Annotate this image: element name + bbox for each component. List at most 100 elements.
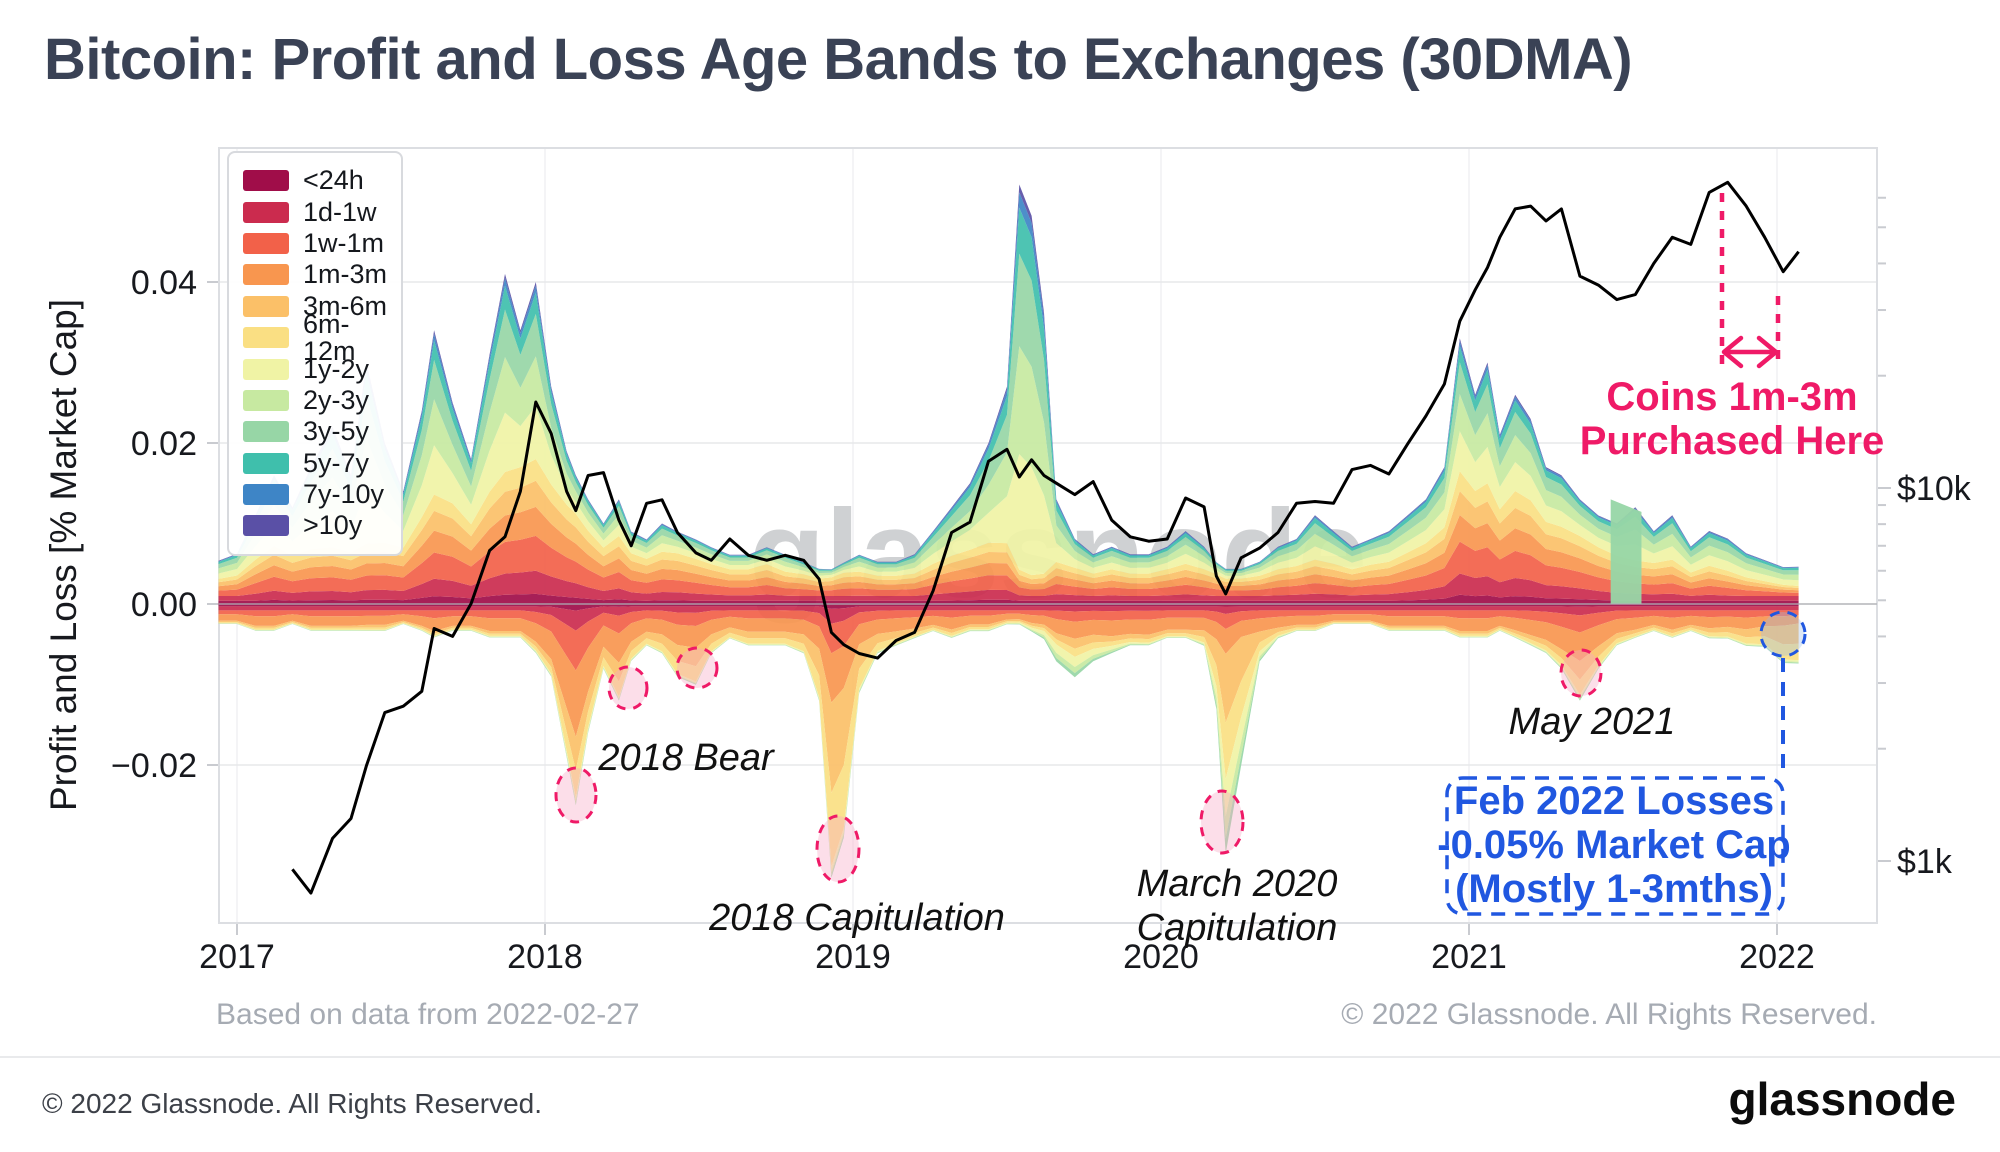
- highlight-circle-2018-dip3: [675, 646, 719, 690]
- area-band-gt10y-profit: [218, 184, 1799, 570]
- area-green-patch-2021: [1610, 499, 1642, 604]
- feb-2022-line3: (Mostly 1-3mths): [1455, 867, 1773, 911]
- area-band-7y-10y-profit: [218, 192, 1799, 570]
- legend-label: 3y-5y: [303, 416, 370, 447]
- feb-2022-line2: -0.05% Market Cap: [1437, 823, 1790, 867]
- plot-border: [218, 147, 1878, 924]
- label-march-2020-line1: March 2020: [1137, 863, 1338, 905]
- legend-label: <24h: [303, 165, 364, 196]
- legend-label: 5y-7y: [303, 447, 370, 478]
- area-band-3m-6m-loss: [218, 619, 1799, 793]
- x-tick-label: 2021: [1431, 938, 1507, 976]
- area-band-3y-5y-profit: [218, 253, 1799, 575]
- x-tick-label: 2017: [199, 938, 275, 976]
- legend-label: 2y-3y: [303, 384, 370, 415]
- highlight-circle-2018-capitulation: [815, 814, 861, 884]
- price-tick-label: $1k: [1897, 843, 1953, 881]
- legend-item-4: 3m-6m: [243, 291, 401, 322]
- page-title: Bitcoin: Profit and Loss Age Bands to Ex…: [44, 27, 1633, 92]
- highlight-circle-feb-2022: [1759, 610, 1807, 658]
- y-tick-label: −0.02: [111, 747, 197, 785]
- area-band-6m-12m-loss: [218, 621, 1799, 867]
- btc-price-line: [291, 180, 1800, 895]
- legend-swatch-icon: [243, 358, 289, 380]
- based-on-note: Based on data from 2022-02-27: [216, 998, 640, 1031]
- label-may-2021: May 2021: [1509, 701, 1676, 743]
- area-band-1m-3m-profit: [218, 506, 1799, 593]
- double-arrow-icon: [1721, 335, 1779, 369]
- label-2018-capitulation: 2018 Capitulation: [708, 897, 1005, 939]
- feb-2022-line1: Feb 2022 Losses: [1454, 779, 1774, 823]
- plot-copyright: © 2022 Glassnode. All Rights Reserved.: [1341, 998, 1877, 1031]
- area-band-lt24h-profit: [218, 593, 1799, 604]
- area-band-2y-3y-profit: [218, 346, 1799, 581]
- area-band-lt24h-loss: [218, 604, 1799, 611]
- highlight-circle-2018-dip2: [607, 665, 649, 711]
- area-band-3m-6m-profit: [218, 480, 1799, 591]
- price-tick-label: $10k: [1897, 470, 1972, 508]
- coins-line2: Purchased Here: [1580, 419, 1885, 463]
- coins-line1: Coins 1m-3m: [1606, 375, 1857, 419]
- x-tick-label: 2022: [1739, 938, 1815, 976]
- legend-item-1: 1d-1w: [243, 196, 401, 227]
- legend-swatch-icon: [243, 389, 289, 411]
- legend-item-2: 1w-1m: [243, 228, 401, 259]
- legend-item-8: 3y-5y: [243, 416, 401, 447]
- area-band-1w-1m-loss: [218, 610, 1799, 671]
- feb-2022-label: Feb 2022 Losses -0.05% Market Cap (Mostl…: [1437, 779, 1790, 911]
- area-band-1d-1w-loss: [218, 606, 1799, 631]
- legend-label: 1w-1m: [303, 227, 385, 258]
- x-tick-label: 2018: [507, 938, 583, 976]
- legend-swatch-icon: [243, 201, 289, 223]
- highlight-circle-may-2021: [1559, 648, 1603, 698]
- y-tick-label: 0.00: [131, 586, 197, 624]
- legend-swatch-icon: [243, 484, 289, 506]
- footer-divider: [0, 1056, 2000, 1058]
- legend-label: 1d-1w: [303, 196, 377, 227]
- glassnode-logo: glassnode: [1728, 1073, 1956, 1125]
- legend-item-6: 1y-2y: [243, 353, 401, 384]
- label-2018-bear: 2018 Bear: [597, 737, 775, 779]
- legend-swatch-icon: [243, 421, 289, 443]
- legend-label: 3m-6m: [303, 290, 388, 321]
- area-band-6m-12m-profit: [218, 459, 1799, 588]
- feb-2022-box: [1445, 776, 1785, 916]
- x-tick-label: 2019: [815, 938, 891, 976]
- label-march-2020-line2: Capitulation: [1137, 907, 1338, 949]
- legend-swatch-icon: [243, 327, 289, 349]
- legend-swatch-icon: [243, 170, 289, 192]
- legend-label: 6m-12m: [303, 308, 356, 366]
- coins-purchase-markers: [1719, 193, 1781, 369]
- area-band-1w-1m-profit: [218, 535, 1799, 596]
- area-band-5y-7y-profit: [218, 207, 1799, 571]
- legend-item-7: 2y-3y: [243, 385, 401, 416]
- area-band-1y-2y-profit: [218, 406, 1799, 586]
- legend-label: 1m-3m: [303, 259, 388, 290]
- event-labels: 2018 Bear 2018 Capitulation March 2020 C…: [597, 701, 1675, 949]
- legend-item-9: 5y-7y: [243, 448, 401, 479]
- price-line-layer: [291, 180, 1800, 895]
- legend-item-3: 1m-3m: [243, 259, 401, 290]
- axis-labels: 0.04 0.02 0.00 −0.02 2017 2018 2019 2020 2021 202…: [111, 264, 1972, 976]
- highlight-circle-march-2020: [1199, 789, 1245, 855]
- legend-item-5: 6m-12m: [243, 310, 401, 364]
- legend-label: >10y: [303, 510, 363, 541]
- y-tick-label: 0.04: [131, 264, 197, 302]
- footer-copyright: © 2022 Glassnode. All Rights Reserved.: [42, 1088, 543, 1119]
- highlight-circle-2018-bear: [554, 766, 598, 824]
- legend-item-0: <24h: [243, 165, 401, 196]
- legend-swatch-icon: [243, 515, 289, 537]
- legend-swatch-icon: [243, 232, 289, 254]
- legend-item-11: >10y: [243, 510, 401, 541]
- legend-label: 7y-10y: [303, 479, 385, 510]
- age-band-areas: [218, 184, 1799, 878]
- highlight-circles-pink: [554, 646, 1603, 884]
- legend-item-10: 7y-10y: [243, 479, 401, 510]
- area-band-1m-3m-loss: [218, 613, 1799, 737]
- area-band-1d-1w-profit: [218, 570, 1799, 601]
- legend-swatch-icon: [243, 264, 289, 286]
- legend-swatch-icon: [243, 452, 289, 474]
- y-axis-title: Profit and Loss [% Market Cap]: [43, 299, 84, 811]
